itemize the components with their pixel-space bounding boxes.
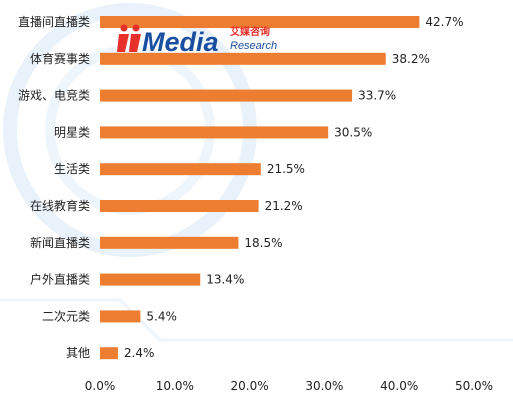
data-label-7: 18.5% [244, 236, 282, 250]
x-tick-label-5: 40.0% [380, 379, 418, 393]
bar-4 [100, 126, 329, 139]
bars-group [100, 16, 420, 360]
data-label-5: 21.5% [267, 162, 305, 176]
iimedia-logo: Media 艾媒咨询 Research [116, 22, 291, 57]
svg-text:Research: Research [230, 40, 277, 52]
category-label-5: 生活类 [54, 162, 90, 176]
bar-9 [100, 310, 141, 323]
category-label-7: 新闻直播类 [30, 235, 90, 250]
category-label-6: 在线教育类 [30, 198, 90, 213]
x-tick-label-4: 30.0% [305, 379, 343, 393]
category-label-1: 直播间直播类 [18, 15, 90, 29]
data-labels: 42.7% 38.2% 33.7% 30.5% 21.5% 21.2% 18.5% 13.4%… [124, 15, 464, 360]
bar-3 [100, 89, 353, 102]
category-labels: 直播间直播类体育赛事类游戏、电竞类明星类生活类在线教育类新闻直播类户外直播类二次… [18, 15, 90, 360]
bar-1 [100, 16, 420, 28]
x-tick-label-3: 20.0% [231, 379, 269, 393]
data-label-4: 30.5% [334, 125, 372, 139]
category-label-3: 游戏、电竞类 [18, 89, 90, 103]
data-label-9: 5.4% [146, 309, 177, 323]
data-label-3: 33.7% [358, 89, 396, 103]
x-tick-label-2: 10.0% [156, 379, 194, 393]
x-tick-label-6: 50.0% [455, 379, 493, 393]
bar-5 [100, 163, 261, 176]
data-label-6: 21.2% [265, 199, 303, 213]
category-label-9: 二次元类 [42, 309, 90, 323]
data-label-2: 38.2% [392, 52, 430, 66]
bar-6 [100, 200, 259, 212]
x-tick-label-1: 0.0% [85, 379, 116, 393]
category-label-8: 户外直播类 [30, 272, 90, 287]
data-label-10: 2.4% [124, 346, 154, 360]
bar-2 [100, 52, 386, 65]
category-label-10: 其他 [66, 346, 90, 360]
bar-10 [100, 347, 118, 360]
x-axis-ticks: 0.0% 10.0% 20.0% 30.0% 40.0% 50.0% [85, 379, 493, 393]
data-label-8: 13.4% [206, 273, 244, 287]
svg-text:艾媒咨询: 艾媒咨询 [230, 25, 270, 38]
svg-text:Media: Media [142, 27, 219, 56]
bar-8 [100, 273, 201, 286]
category-label-4: 明星类 [54, 125, 90, 139]
category-label-2: 体育赛事类 [30, 51, 90, 66]
bar-7 [100, 236, 239, 249]
data-label-1: 42.7% [425, 15, 463, 29]
